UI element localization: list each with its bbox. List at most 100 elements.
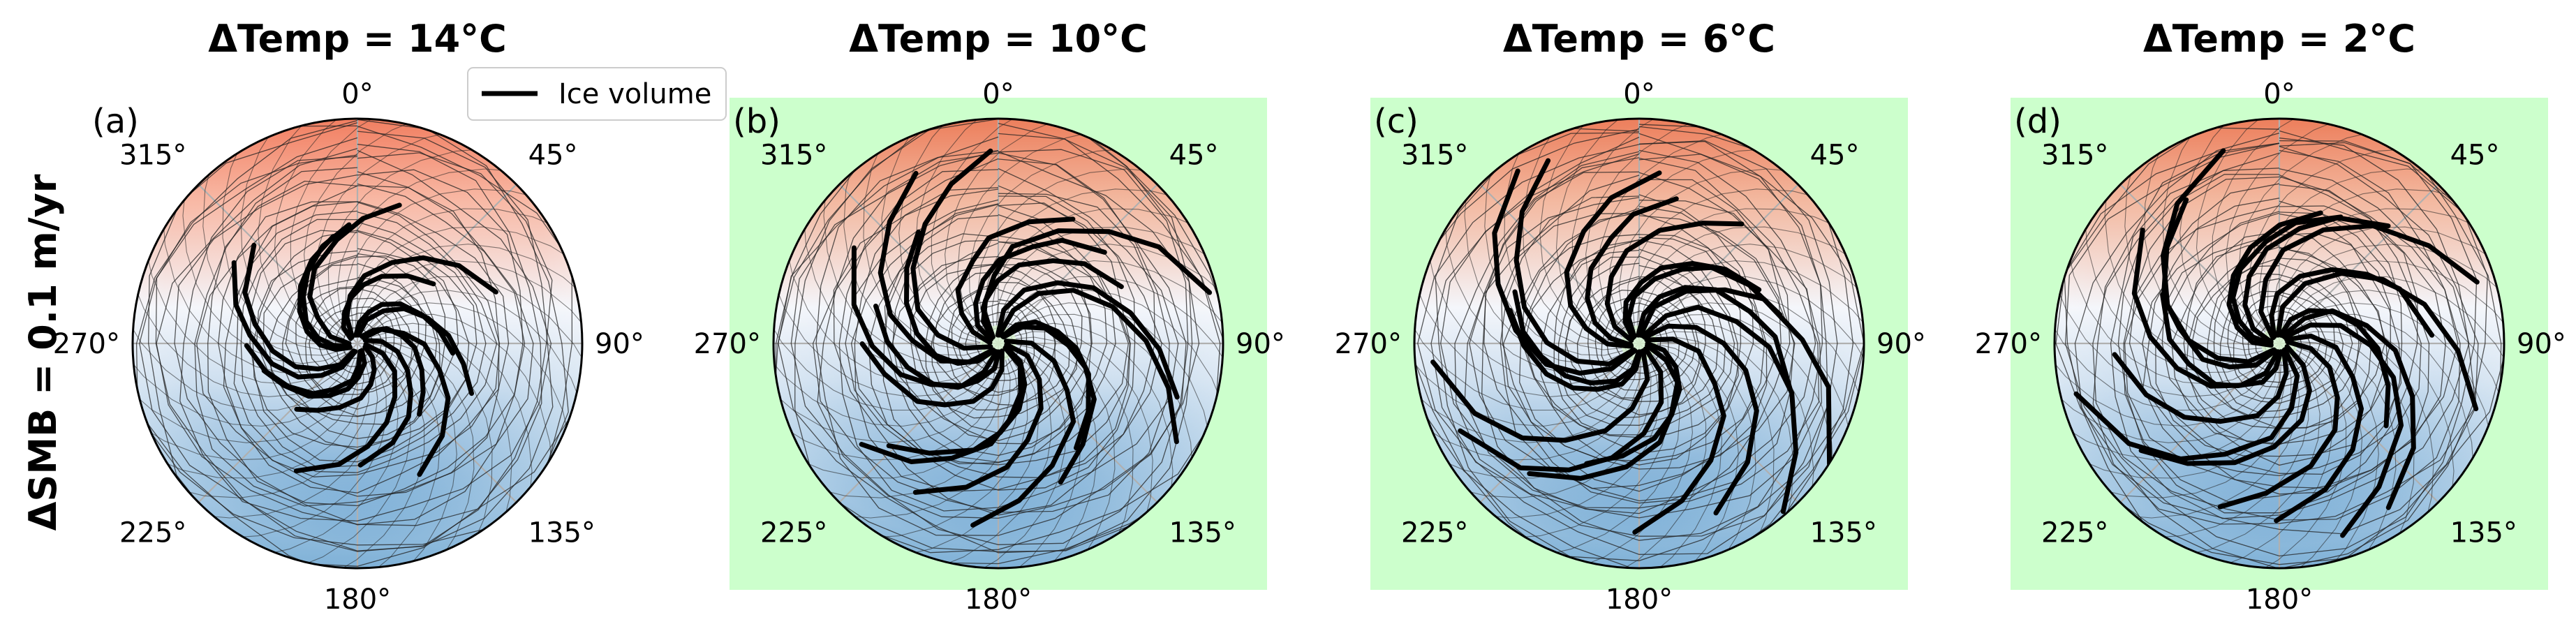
- ice-volume-line: [244, 343, 363, 396]
- ice-volume-line: [1001, 324, 1097, 485]
- angle-tick-label: 270°: [53, 328, 120, 360]
- contour-line: [946, 288, 1056, 396]
- angle-tick-label: 135°: [1169, 517, 1236, 549]
- ice-volume-line: [2112, 348, 2289, 424]
- ice-volume-line: [361, 327, 451, 477]
- angle-tick-label: 315°: [119, 139, 186, 171]
- thin-strand: [182, 177, 347, 364]
- thin-strand: [359, 260, 582, 341]
- thin-strand: [1004, 290, 1223, 415]
- thin-strand: [2162, 119, 2266, 346]
- thin-strand: [773, 309, 995, 411]
- contour-line: [2117, 174, 2459, 514]
- contour-line: [179, 149, 552, 521]
- ice-volume-line: [996, 288, 1179, 445]
- ice-volume-line: [1604, 221, 1745, 343]
- angle-tick-label: 0°: [341, 78, 373, 110]
- thin-strand: [2112, 354, 2300, 519]
- thin-strand: [222, 132, 345, 350]
- ice-volume-line: [1527, 343, 1680, 481]
- panel-label: (a): [92, 102, 139, 141]
- contour-line: [2213, 273, 2353, 413]
- thin-strand: [2226, 119, 2351, 338]
- contour-line: [282, 262, 438, 417]
- ice-volume-line: [1632, 336, 1726, 535]
- contour-line: [2219, 278, 2344, 404]
- angle-tick-label: 180°: [1606, 584, 1673, 616]
- angle-tick-label: 0°: [982, 78, 1014, 110]
- ice-volume-line: [1512, 289, 1642, 386]
- thin-strand: [831, 354, 1019, 519]
- thin-strand: [2141, 353, 2309, 539]
- thin-strand: [355, 226, 582, 330]
- angle-tick-label: 45°: [1169, 139, 1219, 171]
- angle-tick-label: 180°: [324, 584, 391, 616]
- angle-tick-label: 180°: [2246, 584, 2313, 616]
- panel-label: (c): [1374, 102, 1419, 141]
- thin-strand: [2084, 205, 2270, 373]
- thin-strand: [1012, 341, 1116, 568]
- ice-volume-line: [1642, 323, 1759, 516]
- polar-panel-b: 0° 45° 90° 135° 180° 225° 270° 315°(b) ΔTemp = 1…: [694, 17, 1285, 616]
- thin-strand: [357, 244, 582, 330]
- ice-volume-line: [293, 342, 398, 474]
- thin-strand: [361, 276, 582, 378]
- contour-line: [1519, 212, 1766, 461]
- thin-strand: [2279, 244, 2504, 330]
- thin-strand: [2087, 355, 2292, 498]
- ice-volume-line: [912, 342, 1044, 495]
- ice-volume-line: [2161, 148, 2277, 364]
- contour-line: [1435, 132, 1864, 561]
- angle-tick-label: 180°: [965, 584, 1032, 616]
- thin-strand: [806, 355, 1011, 498]
- panel-title: ΔTemp = 6°C: [1503, 17, 1775, 61]
- thin-strand: [931, 119, 1033, 340]
- polar-frame: [131, 117, 584, 570]
- thin-contours: [133, 119, 582, 568]
- ice-volume-line: [2280, 308, 2416, 510]
- angle-tick-label: 315°: [2041, 139, 2108, 171]
- thin-strand: [2288, 313, 2475, 482]
- thin-strand: [1522, 119, 1626, 346]
- ice-volume-line: [2138, 344, 2312, 466]
- thin-strand: [1007, 313, 1194, 482]
- contour-line: [135, 119, 569, 546]
- contour-line: [1440, 153, 1823, 541]
- angle-tick-label: 45°: [528, 139, 578, 171]
- contour-line: [2055, 140, 2488, 568]
- contour-line: [1454, 149, 1823, 519]
- thin-strand: [1555, 119, 1636, 342]
- thin-strand: [898, 119, 985, 344]
- panel-label: (b): [733, 102, 780, 141]
- polar-panel-c: 0° 45° 90° 135° 180° 225° 270° 315°(c) ΔTemp = 6…: [1335, 17, 1926, 616]
- ice-volume-series: [231, 202, 498, 477]
- polar-frame: [2053, 117, 2505, 570]
- contour-line: [1576, 278, 1700, 402]
- contour-line: [1501, 213, 1782, 492]
- ice-volume-line: [231, 260, 358, 380]
- ice-volume-line: [1507, 308, 1643, 392]
- thin-strand: [2179, 119, 2266, 344]
- contour-line: [790, 149, 1189, 545]
- thin-strand: [1472, 354, 1660, 519]
- ice-volume-line: [859, 346, 1023, 464]
- thin-strand: [133, 357, 360, 461]
- ice-volume-line: [1564, 170, 1662, 349]
- ice-volume-line: [2274, 333, 2364, 524]
- polar-frame: [772, 117, 1224, 570]
- angle-tick-label: 90°: [1236, 328, 1285, 360]
- ice-volume-line: [294, 344, 377, 413]
- thin-strand: [968, 148, 1137, 334]
- contour-line: [194, 167, 534, 507]
- ice-volume-line: [344, 255, 498, 340]
- ice-volume-line: [341, 273, 436, 341]
- thin-strand: [369, 331, 512, 535]
- thin-strand: [371, 341, 475, 568]
- thin-strand: [1636, 226, 1864, 330]
- ice-volume-line: [242, 242, 357, 372]
- thin-strand: [371, 343, 457, 568]
- angle-tick-label: 225°: [119, 517, 186, 549]
- contour-line: [854, 185, 1162, 492]
- thin-strand: [892, 351, 1039, 558]
